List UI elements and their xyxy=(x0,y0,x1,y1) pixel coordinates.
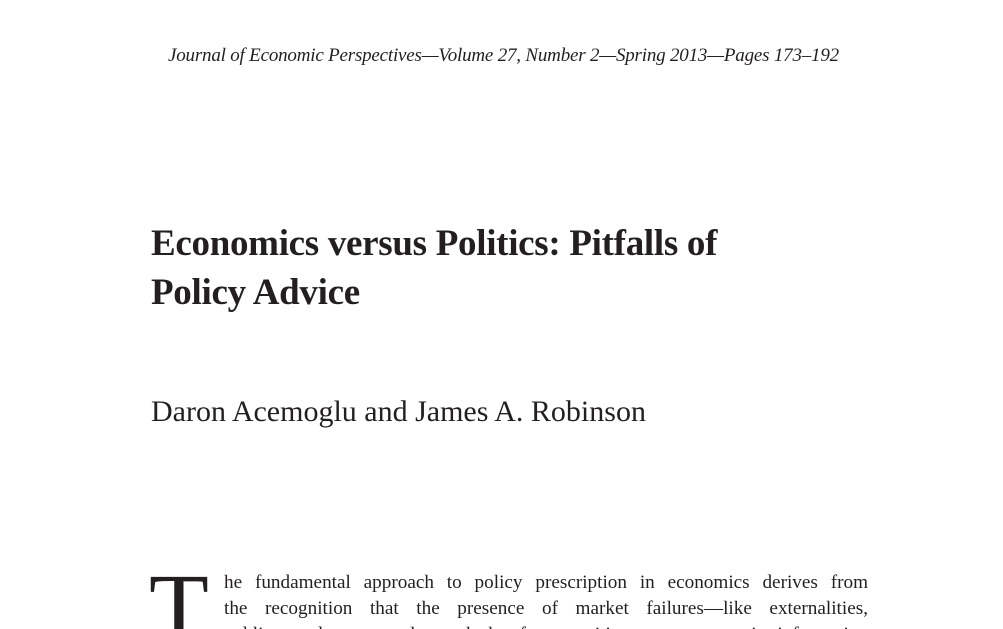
running-head: Journal of Economic Perspectives—Volume … xyxy=(168,45,839,66)
body-text-line-2: the recognition that the presence of mar… xyxy=(224,598,868,619)
article-title: Economics versus Politics: Pitfalls of P… xyxy=(151,219,871,317)
article-authors: Daron Acemoglu and James A. Robinson xyxy=(151,395,646,428)
drop-cap: T xyxy=(149,555,209,629)
title-line-1: Economics versus Politics: Pitfalls of xyxy=(151,223,718,264)
body-text-line-3: public goods, monopoly or lack of compet… xyxy=(224,622,868,629)
title-line-2: Policy Advice xyxy=(151,272,360,313)
body-text-line-1: he fundamental approach to policy prescr… xyxy=(224,572,868,593)
